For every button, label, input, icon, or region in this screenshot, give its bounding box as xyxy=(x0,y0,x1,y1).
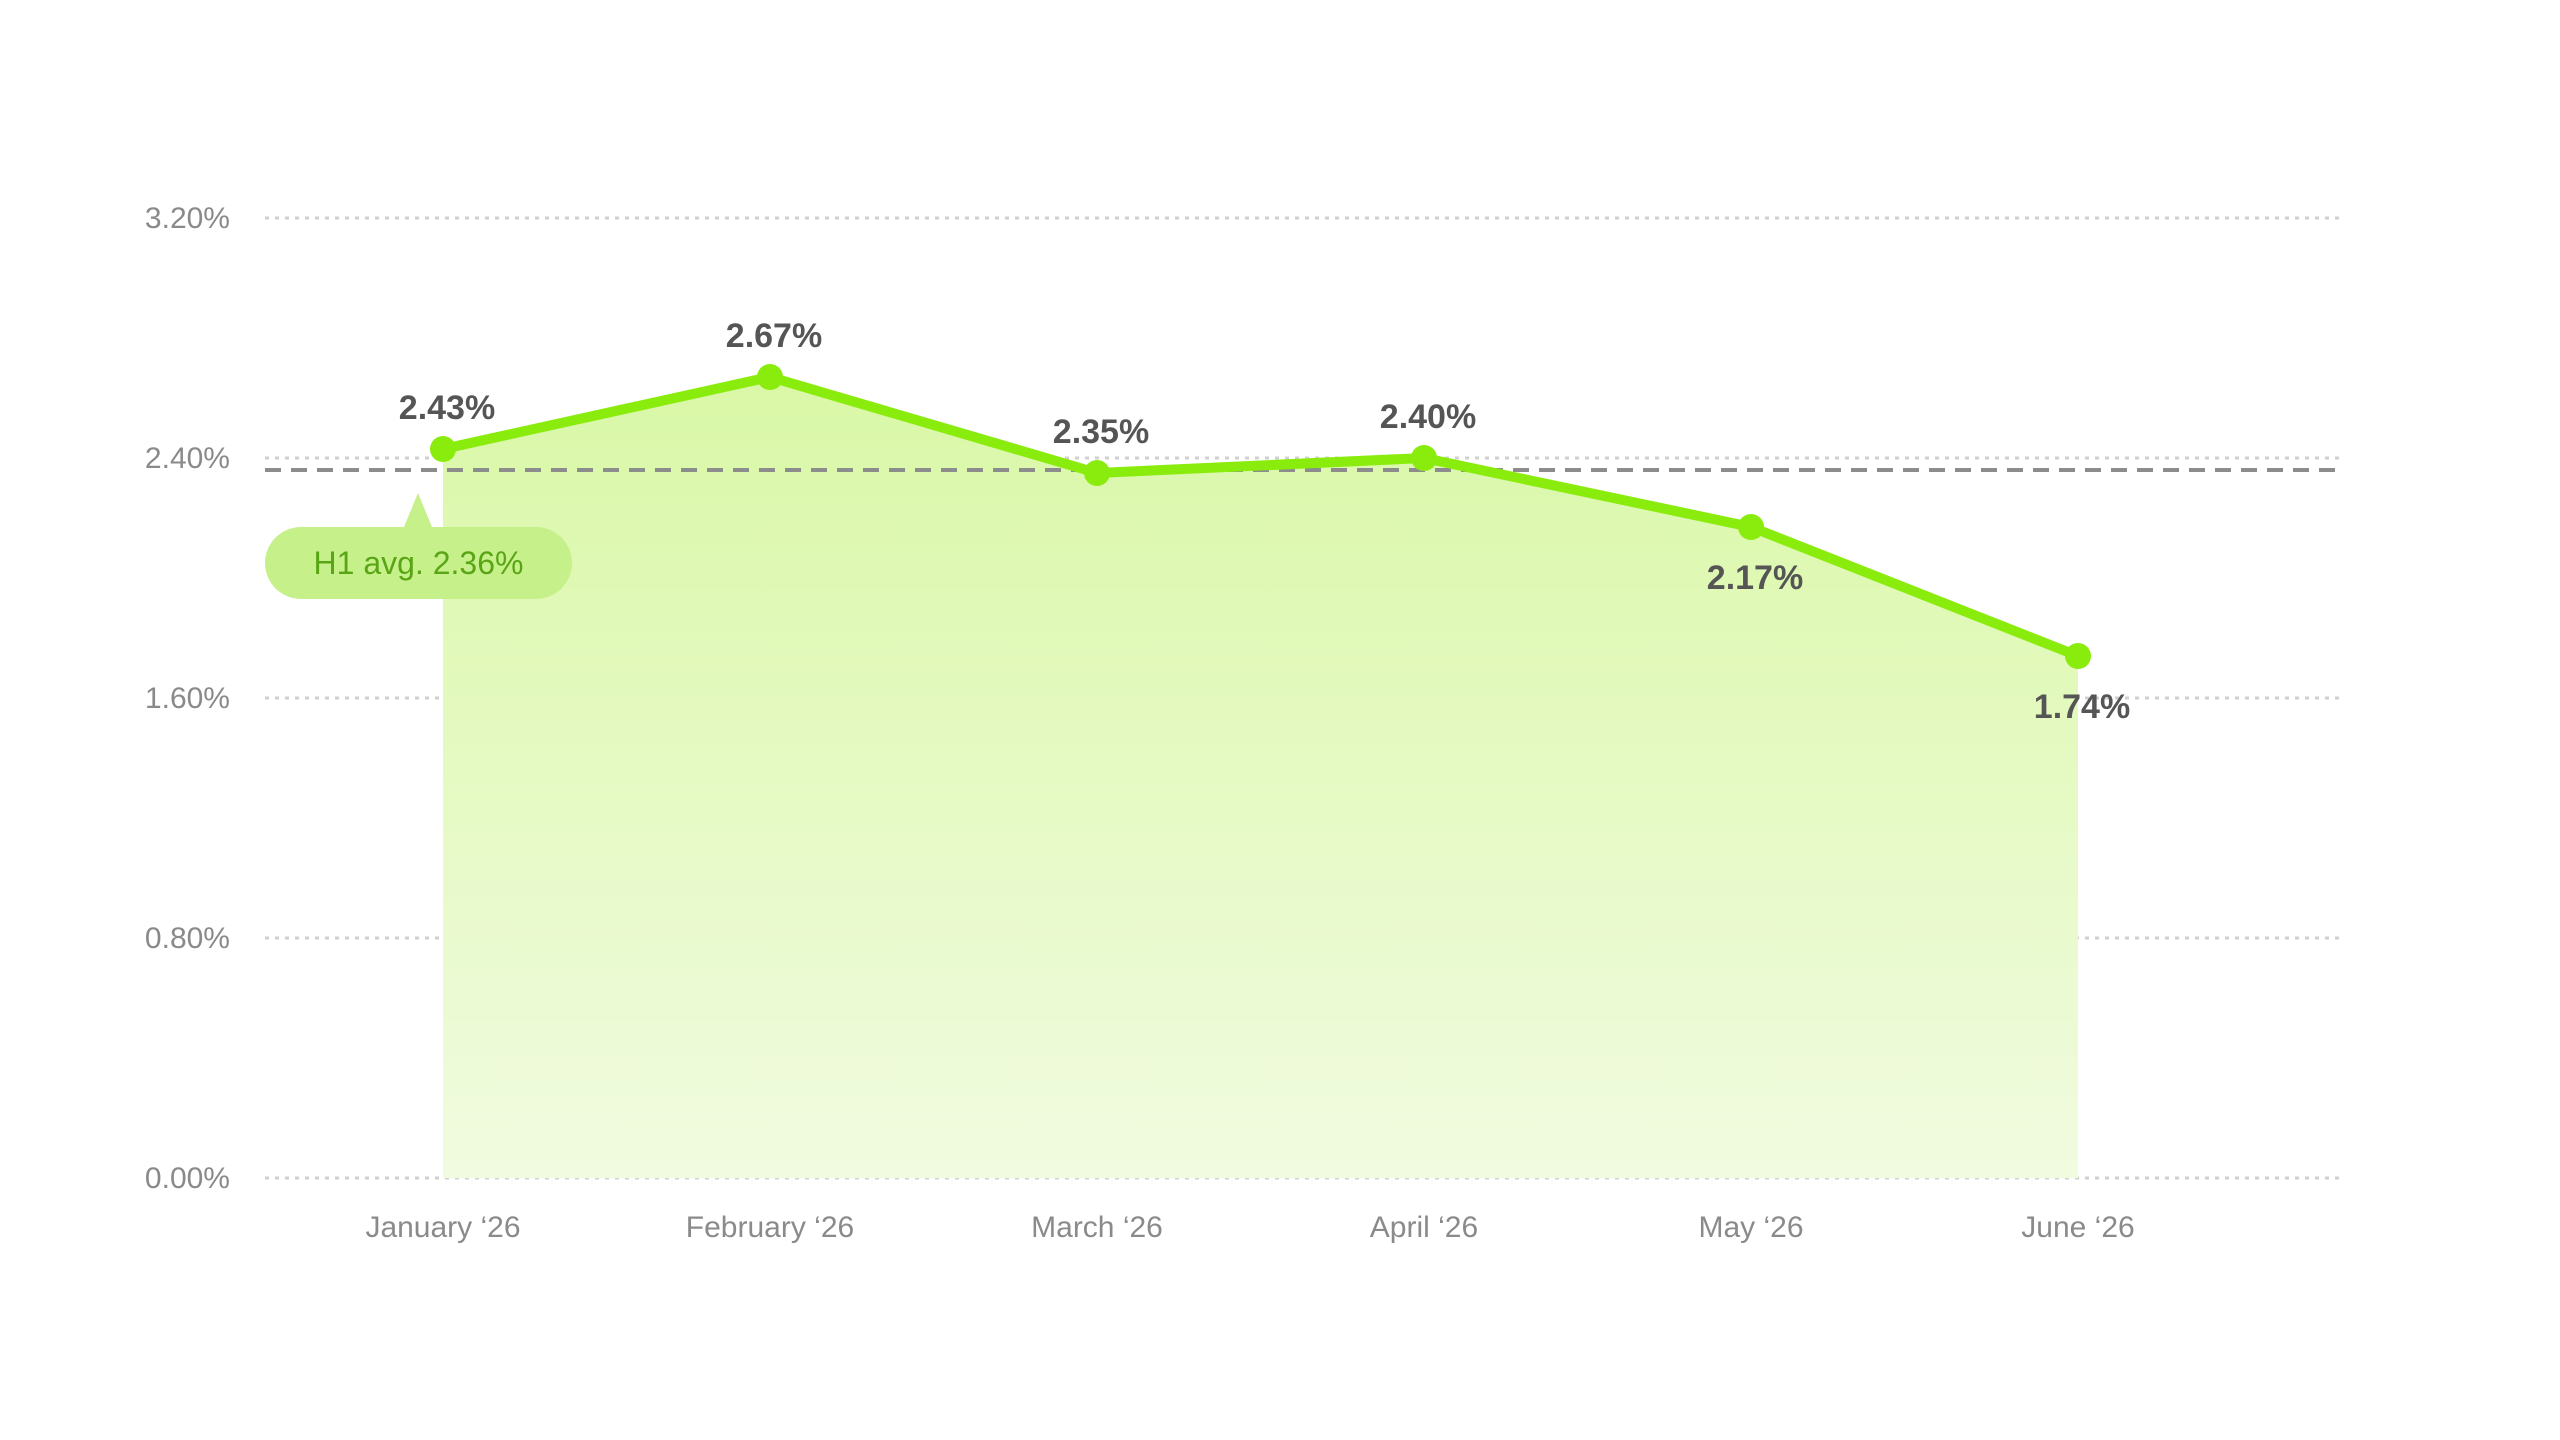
x-tick-label: May ‘26 xyxy=(1698,1211,1803,1244)
average-badge-label: H1 avg. 2.36% xyxy=(314,545,524,581)
x-tick-label: June ‘26 xyxy=(2021,1211,2134,1244)
average-badge xyxy=(265,493,572,599)
data-point xyxy=(757,364,783,390)
data-label: 2.40% xyxy=(1380,398,1476,436)
data-label: 1.74% xyxy=(2034,688,2130,726)
x-tick-label: March ‘26 xyxy=(1031,1211,1163,1244)
x-tick-label: April ‘26 xyxy=(1370,1211,1478,1244)
data-labels-layer: 2.43% 2.67% 2.35% 2.40% 2.17% 1.74% xyxy=(399,317,2130,726)
x-tick-label: February ‘26 xyxy=(686,1211,854,1244)
data-point xyxy=(1738,514,1764,540)
data-label: 2.35% xyxy=(1053,413,1149,451)
data-point xyxy=(1411,445,1437,471)
data-label: 2.67% xyxy=(726,317,822,355)
series-area xyxy=(443,377,2078,1178)
y-tick-label: 0.80% xyxy=(145,922,230,955)
data-label: 2.17% xyxy=(1707,559,1803,597)
series-line xyxy=(438,372,2083,661)
data-label: 2.43% xyxy=(399,389,495,427)
average-reference-layer: H1 avg. 2.36% xyxy=(265,468,2345,599)
y-tick-label: 0.00% xyxy=(145,1162,230,1195)
data-point xyxy=(1084,460,1110,486)
y-tick-label: 2.40% xyxy=(145,442,230,475)
series-line-layer xyxy=(438,372,2083,661)
y-tick-label: 3.20% xyxy=(145,202,230,235)
x-axis-ticks: January ‘26 February ‘26 March ‘26 April ‘2… xyxy=(365,1211,2134,1244)
data-point xyxy=(430,436,456,462)
x-tick-label: January ‘26 xyxy=(365,1211,520,1244)
y-tick-label: 1.60% xyxy=(145,682,230,715)
data-point xyxy=(2065,643,2091,669)
data-points-layer xyxy=(430,364,2091,669)
y-axis-ticks: 0.00% 0.80% 1.60% 2.40% 3.20% xyxy=(145,202,230,1195)
area-fill-layer xyxy=(443,377,2078,1178)
